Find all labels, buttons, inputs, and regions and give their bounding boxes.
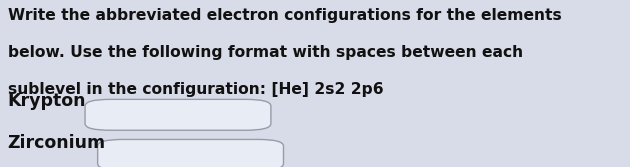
Text: below. Use the following format with spaces between each: below. Use the following format with spa… (8, 45, 523, 60)
Text: sublevel in the configuration: [He] 2s2 2p6: sublevel in the configuration: [He] 2s2 … (8, 82, 383, 97)
FancyBboxPatch shape (85, 99, 271, 130)
Text: Write the abbreviated electron configurations for the elements: Write the abbreviated electron configura… (8, 8, 561, 23)
Text: Zirconium: Zirconium (8, 134, 106, 152)
FancyBboxPatch shape (98, 139, 284, 167)
Text: Krypton: Krypton (8, 93, 86, 110)
